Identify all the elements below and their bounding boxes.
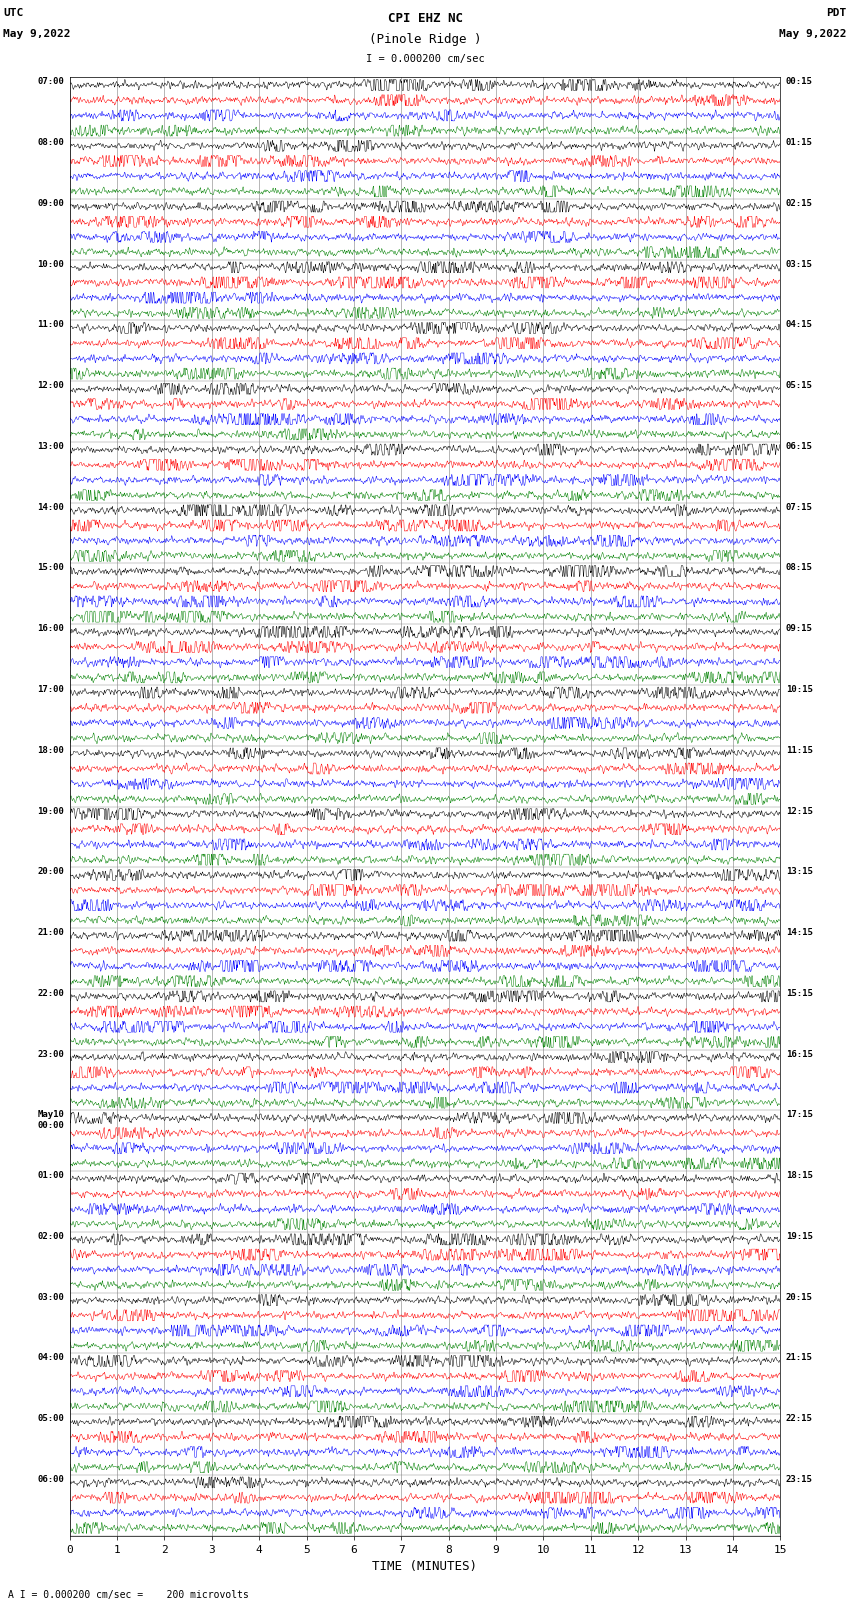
Text: 00:15: 00:15 <box>786 77 813 87</box>
Text: 13:15: 13:15 <box>786 868 813 876</box>
Text: 20:15: 20:15 <box>786 1292 813 1302</box>
Text: 14:00: 14:00 <box>37 503 64 511</box>
Text: 23:15: 23:15 <box>786 1474 813 1484</box>
Text: 08:00: 08:00 <box>37 139 64 147</box>
Text: 22:15: 22:15 <box>786 1415 813 1423</box>
Text: May 9,2022: May 9,2022 <box>3 29 71 39</box>
Text: 06:15: 06:15 <box>786 442 813 452</box>
Text: 03:00: 03:00 <box>37 1292 64 1302</box>
Text: 17:00: 17:00 <box>37 686 64 694</box>
Text: 13:00: 13:00 <box>37 442 64 452</box>
Text: 12:15: 12:15 <box>786 806 813 816</box>
Text: 01:00: 01:00 <box>37 1171 64 1181</box>
Text: UTC: UTC <box>3 8 24 18</box>
Text: 07:15: 07:15 <box>786 503 813 511</box>
Text: 16:00: 16:00 <box>37 624 64 634</box>
Text: 09:00: 09:00 <box>37 198 64 208</box>
Text: 04:00: 04:00 <box>37 1353 64 1363</box>
Text: 23:00: 23:00 <box>37 1050 64 1058</box>
Text: 21:15: 21:15 <box>786 1353 813 1363</box>
Text: 08:15: 08:15 <box>786 563 813 573</box>
Text: 11:15: 11:15 <box>786 745 813 755</box>
Text: 09:15: 09:15 <box>786 624 813 634</box>
Text: 19:00: 19:00 <box>37 806 64 816</box>
Text: 15:00: 15:00 <box>37 563 64 573</box>
Text: 02:15: 02:15 <box>786 198 813 208</box>
Text: 14:15: 14:15 <box>786 927 813 937</box>
Text: I = 0.000200 cm/sec: I = 0.000200 cm/sec <box>366 53 484 63</box>
Text: 06:00: 06:00 <box>37 1474 64 1484</box>
Text: 04:15: 04:15 <box>786 321 813 329</box>
X-axis label: TIME (MINUTES): TIME (MINUTES) <box>372 1560 478 1573</box>
Text: 17:15: 17:15 <box>786 1110 813 1119</box>
Text: 19:15: 19:15 <box>786 1232 813 1240</box>
Text: 03:15: 03:15 <box>786 260 813 269</box>
Text: 18:15: 18:15 <box>786 1171 813 1181</box>
Text: 05:15: 05:15 <box>786 381 813 390</box>
Text: 02:00: 02:00 <box>37 1232 64 1240</box>
Text: 22:00: 22:00 <box>37 989 64 998</box>
Text: May 9,2022: May 9,2022 <box>779 29 847 39</box>
Text: 11:00: 11:00 <box>37 321 64 329</box>
Text: 15:15: 15:15 <box>786 989 813 998</box>
Text: 10:00: 10:00 <box>37 260 64 269</box>
Text: 10:15: 10:15 <box>786 686 813 694</box>
Text: 05:00: 05:00 <box>37 1415 64 1423</box>
Text: 21:00: 21:00 <box>37 927 64 937</box>
Text: (Pinole Ridge ): (Pinole Ridge ) <box>369 32 481 45</box>
Text: 07:00: 07:00 <box>37 77 64 87</box>
Text: PDT: PDT <box>826 8 847 18</box>
Text: CPI EHZ NC: CPI EHZ NC <box>388 11 462 24</box>
Text: 20:00: 20:00 <box>37 868 64 876</box>
Text: 16:15: 16:15 <box>786 1050 813 1058</box>
Text: A I = 0.000200 cm/sec =    200 microvolts: A I = 0.000200 cm/sec = 200 microvolts <box>8 1590 249 1600</box>
Text: May10
00:00: May10 00:00 <box>37 1110 64 1129</box>
Text: 01:15: 01:15 <box>786 139 813 147</box>
Text: 12:00: 12:00 <box>37 381 64 390</box>
Text: 18:00: 18:00 <box>37 745 64 755</box>
